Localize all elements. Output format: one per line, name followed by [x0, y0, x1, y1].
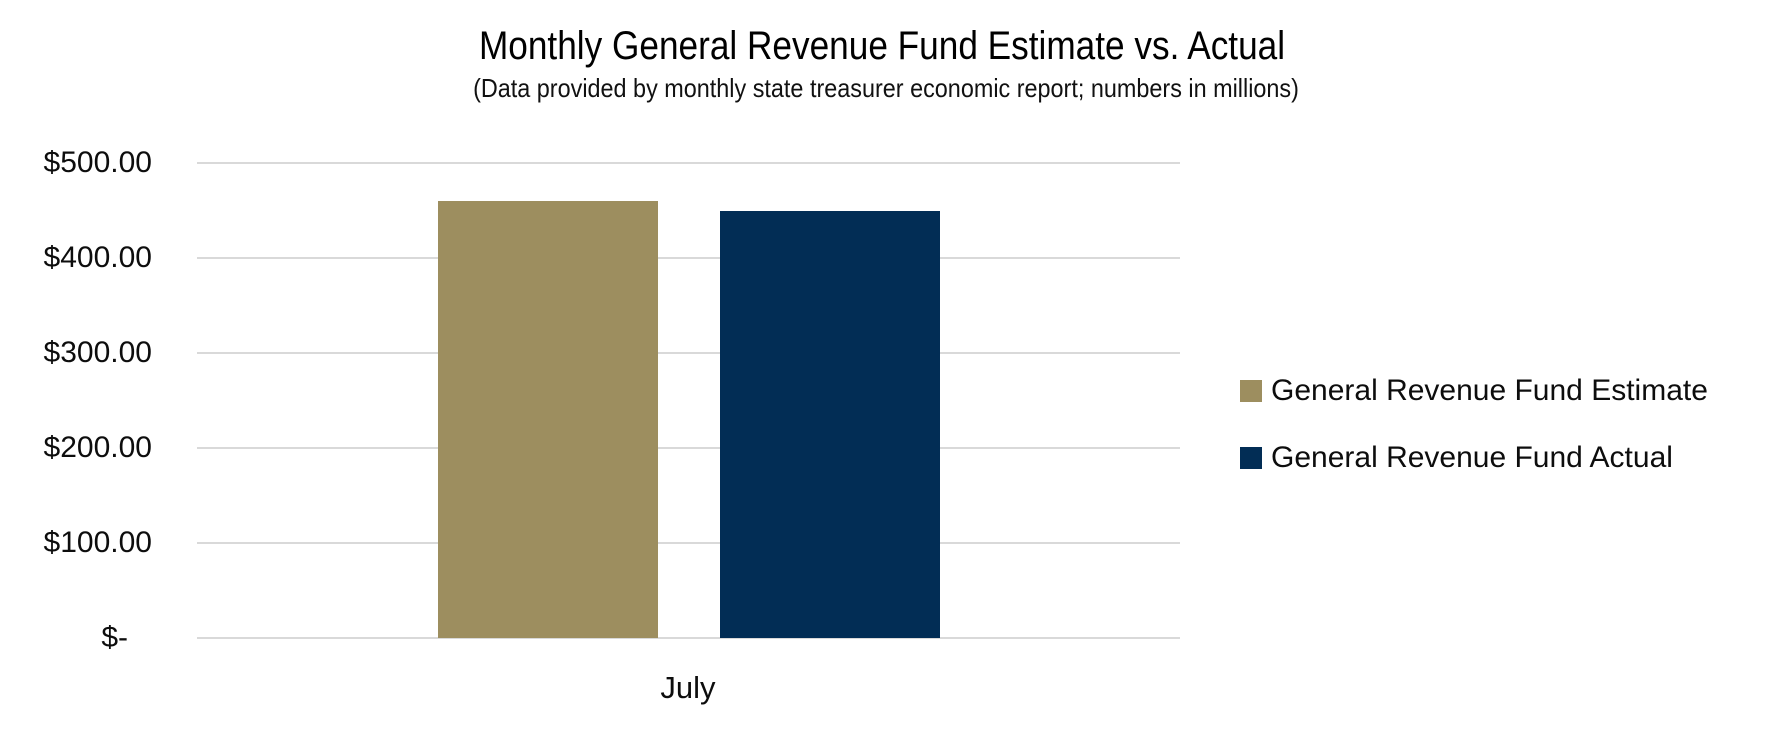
gridline-300	[197, 352, 1180, 354]
y-tick-label-0: $-	[101, 621, 128, 654]
legend-item-estimate: General Revenue Fund Estimate	[1240, 374, 1708, 407]
legend-label: General Revenue Fund Actual	[1271, 441, 1673, 474]
gridline-0	[197, 637, 1180, 639]
gridline-200	[197, 447, 1180, 449]
y-tick-label-100: $100.00	[43, 526, 152, 559]
legend-swatch-icon	[1240, 447, 1262, 469]
chart-title-text: Monthly General Revenue Fund Estimate vs…	[478, 24, 1286, 68]
plot-area	[197, 162, 1180, 639]
y-tick-label-300: $300.00	[43, 336, 152, 369]
y-tick-label-200: $200.00	[43, 431, 152, 464]
gridline-500	[197, 162, 1180, 164]
legend-item-actual: General Revenue Fund Actual	[1240, 441, 1708, 474]
x-axis-category-label: July	[660, 670, 716, 705]
bar-estimate	[437, 201, 658, 638]
chart-title: Monthly General Revenue Fund Estimate vs…	[424, 24, 1340, 69]
y-tick-label-400: $400.00	[43, 241, 152, 274]
gridline-400	[197, 257, 1180, 259]
y-tick-label-500: $500.00	[43, 146, 152, 179]
legend-label: General Revenue Fund Estimate	[1271, 374, 1708, 407]
gridline-100	[197, 542, 1180, 544]
chart-subtitle-text: (Data provided by monthly state treasure…	[473, 73, 1299, 103]
chart-subtitle: (Data provided by monthly state treasure…	[427, 73, 1345, 104]
legend: General Revenue Fund Estimate General Rev…	[1240, 374, 1708, 510]
bar-actual	[719, 210, 940, 638]
legend-swatch-icon	[1240, 380, 1262, 402]
